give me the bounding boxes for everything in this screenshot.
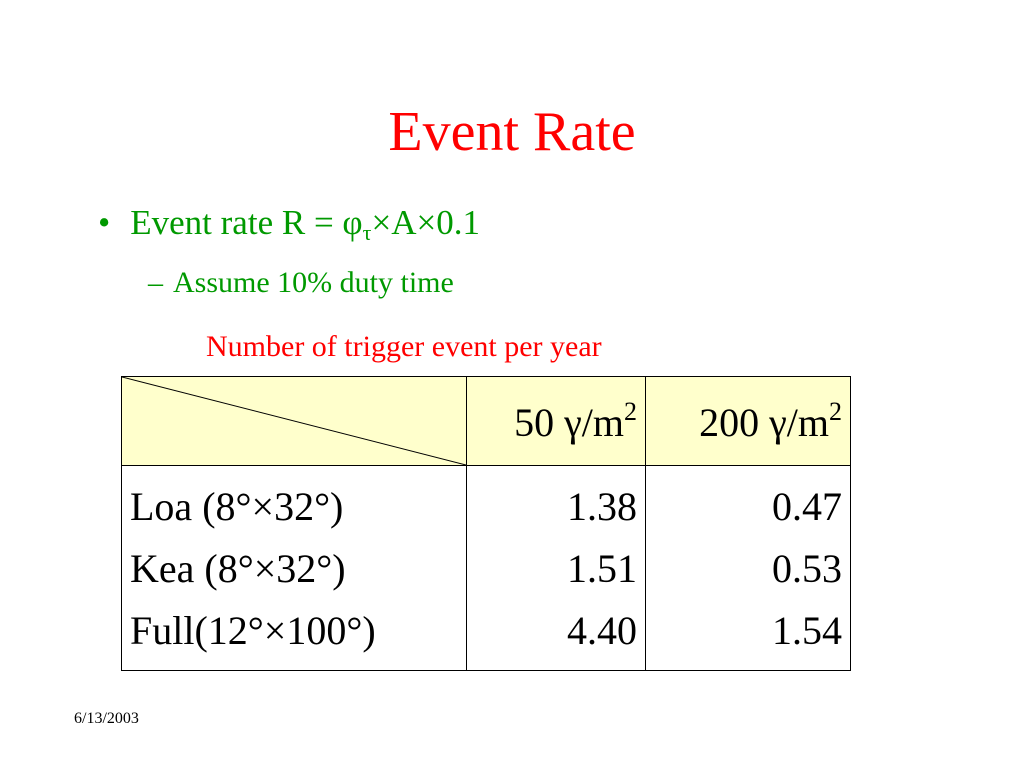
- values-cell-200: 0.47 0.53 1.54: [645, 465, 851, 671]
- value-kea-200: 0.53: [772, 546, 842, 591]
- slide-title: Event Rate: [388, 101, 636, 163]
- corner-diagonal-line: [122, 377, 466, 465]
- column-header-200: 200 γ/m2: [645, 376, 851, 466]
- table-header-row: 50 γ/m2 200 γ/m2: [121, 376, 851, 466]
- bullet-subscript: τ: [362, 220, 372, 245]
- row-label-kea: Kea (8°×32°): [130, 546, 346, 591]
- row-labels-cell: Loa (8°×32°) Kea (8°×32°) Full(12°×100°): [121, 465, 467, 671]
- subbullet-marker: –: [148, 266, 163, 299]
- table-body-row: Loa (8°×32°) Kea (8°×32°) Full(12°×100°)…: [121, 465, 851, 671]
- table-corner-cell: [121, 376, 467, 466]
- row-label-full: Full(12°×100°): [130, 608, 376, 653]
- column-header-50: 50 γ/m2: [466, 376, 646, 466]
- subbullet-duty-time: – Assume 10% duty time: [148, 266, 454, 299]
- subbullet-text: Assume 10% duty time: [173, 266, 454, 299]
- bullet-text-suffix: ×A×0.1: [371, 203, 480, 242]
- value-full-200: 1.54: [772, 608, 842, 653]
- bullet-event-rate: • Event rate R = φτ×A×0.1: [98, 203, 480, 245]
- bullet-marker: •: [98, 203, 111, 242]
- value-full-50: 4.40: [567, 608, 637, 653]
- value-kea-50: 1.51: [567, 546, 637, 591]
- bullet-text-prefix: Event rate R = φ: [130, 203, 363, 242]
- footer-date: 6/13/2003: [74, 710, 139, 727]
- trigger-event-table: 50 γ/m2 200 γ/m2 Loa (8°×32°) Kea (8°×32…: [121, 376, 851, 671]
- values-cell-50: 1.38 1.51 4.40: [466, 465, 646, 671]
- table-caption: Number of trigger event per year: [206, 330, 602, 363]
- row-label-loa: Loa (8°×32°): [130, 484, 344, 529]
- value-loa-200: 0.47: [772, 484, 842, 529]
- value-loa-50: 1.38: [567, 484, 637, 529]
